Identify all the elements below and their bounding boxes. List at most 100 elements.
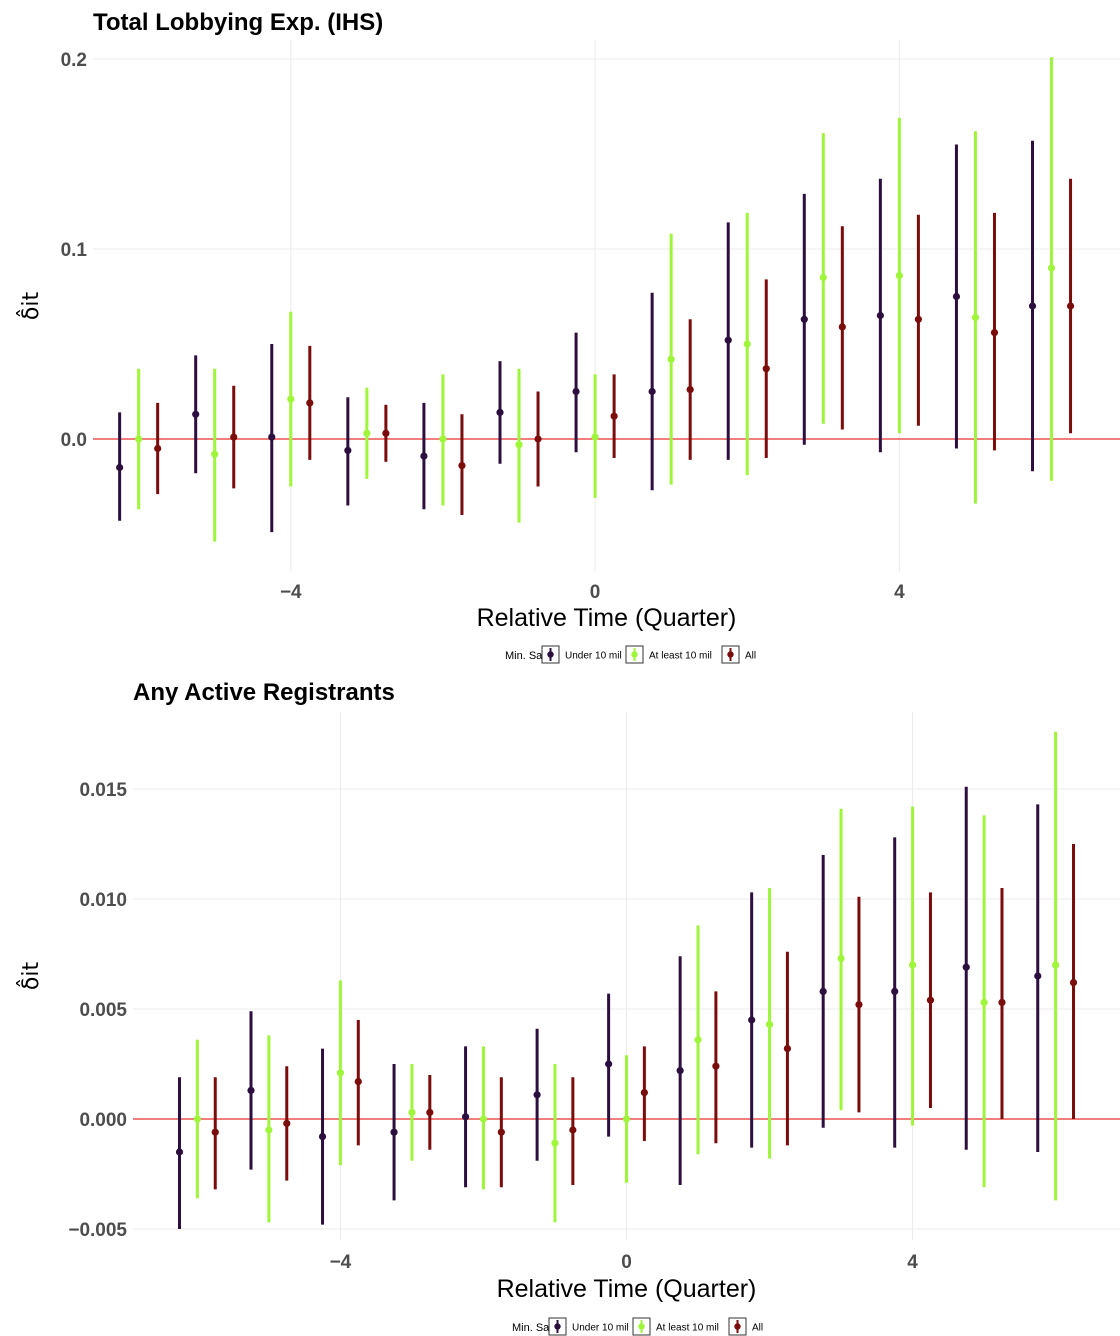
point-estimate — [439, 435, 447, 443]
legend-label: At least 10 mil — [656, 1323, 719, 1334]
x-tick-label: −4 — [330, 1252, 352, 1273]
point-estimate — [819, 273, 827, 282]
x-tick-label: 4 — [907, 1252, 918, 1273]
legend-key-all: All — [721, 645, 756, 664]
point-estimate — [230, 433, 238, 441]
point-estimate — [962, 963, 970, 971]
point-estimate — [1066, 302, 1075, 310]
point-estimate — [363, 429, 371, 437]
point-estimate — [193, 1115, 201, 1123]
point-estimate — [1052, 961, 1060, 969]
legend-key-under: Under 10 mil — [541, 645, 622, 664]
point-estimate — [952, 292, 961, 301]
point-estimate — [895, 272, 903, 280]
point-estimate — [800, 315, 808, 323]
point-estimate — [287, 395, 295, 403]
point-estimate — [497, 1128, 505, 1136]
point-estimate — [694, 1036, 702, 1044]
series-under — [175, 786, 1042, 1229]
point-estimate — [426, 1108, 434, 1116]
legend-label: Under 10 mil — [565, 651, 622, 662]
legend-key-point — [631, 651, 638, 658]
series-atleast — [193, 731, 1060, 1223]
point-estimate — [837, 954, 845, 963]
point-estimate — [354, 1078, 362, 1086]
point-estimate — [676, 1067, 684, 1075]
point-estimate — [515, 441, 523, 449]
legend-label: At least 10 mil — [649, 651, 712, 662]
point-estimate — [135, 435, 143, 443]
point-estimate — [569, 1126, 577, 1134]
point-estimate — [980, 998, 988, 1007]
point-estimate — [838, 323, 846, 331]
point-estimate — [605, 1060, 613, 1068]
legend-key-point — [638, 1323, 645, 1330]
point-estimate — [1069, 979, 1078, 987]
point-estimate — [762, 365, 770, 373]
point-estimate — [479, 1115, 488, 1123]
point-estimate — [686, 386, 694, 394]
point-estimate — [458, 462, 466, 470]
legend-label: All — [752, 1323, 763, 1334]
point-estimate — [908, 961, 917, 969]
legend-key-under: Under 10 mil — [548, 1317, 629, 1336]
series-all — [211, 844, 1078, 1190]
legend-label: Under 10 mil — [572, 1323, 629, 1334]
y-tick-label: 0.015 — [79, 780, 127, 801]
point-estimate — [211, 1128, 219, 1136]
point-estimate — [855, 1001, 863, 1009]
y-tick-label: −0.005 — [68, 1220, 127, 1241]
point-estimate — [336, 1069, 345, 1077]
legend-key-atleast: At least 10 mil — [632, 1317, 719, 1336]
point-estimate — [551, 1139, 559, 1147]
point-estimate — [496, 408, 504, 416]
legend-key-point — [727, 651, 734, 658]
legend-key-point — [734, 1323, 741, 1330]
point-estimate — [116, 463, 124, 472]
x-tick-label: 0 — [621, 1252, 632, 1273]
x-tick-label: −4 — [280, 582, 302, 603]
legend-key-all: All — [728, 1317, 763, 1336]
point-estimate — [748, 1016, 756, 1024]
point-estimate — [622, 1115, 631, 1123]
point-estimate — [743, 340, 751, 348]
legend-key-point — [547, 651, 554, 658]
point-estimate — [783, 1045, 792, 1053]
legend-key-atleast: At least 10 mil — [625, 645, 712, 664]
series-under — [116, 140, 1037, 533]
point-estimate — [154, 444, 162, 453]
legend-key-point — [554, 1323, 561, 1330]
point-estimate — [247, 1086, 255, 1094]
point-estimate — [283, 1119, 291, 1127]
legend: Min. Sales Under 10 mil At least 10 mil All — [505, 645, 756, 664]
y-tick-label: 0.1 — [61, 240, 88, 261]
point-estimate — [724, 336, 732, 344]
y-tick-label: 0.000 — [79, 1110, 127, 1131]
y-tick-label: 0.005 — [79, 1000, 127, 1021]
point-estimate — [926, 996, 935, 1004]
point-estimate — [667, 355, 675, 363]
legend-label: All — [745, 651, 756, 662]
point-estimate — [211, 450, 219, 458]
point-estimate — [572, 387, 580, 396]
point-estimate — [1034, 972, 1042, 980]
point-estimate — [998, 998, 1006, 1007]
x-axis-label: Relative Time (Quarter) — [477, 604, 737, 632]
panel-title: Any Active Registrants — [133, 679, 395, 706]
point-estimate — [990, 329, 999, 337]
point-estimate — [408, 1108, 416, 1116]
x-tick-label: 4 — [894, 582, 905, 603]
point-estimate — [533, 1091, 541, 1099]
point-estimate — [382, 429, 390, 437]
point-estimate — [819, 987, 827, 996]
point-estimate — [192, 410, 200, 418]
point-estimate — [268, 433, 276, 441]
x-axis-label: Relative Time (Quarter) — [497, 1275, 757, 1303]
panel-1: Total Lobbying Exp. (IHS) 0.0 0.1 0.2 −4 0 4 Re… — [17, 9, 1120, 664]
point-estimate — [712, 1062, 720, 1070]
point-estimate — [765, 1020, 774, 1028]
panel-2: Any Active Registrants −0.005 0.000 0.005 0.… — [17, 679, 1120, 1336]
legend: Min. Sales Under 10 mil At least 10 mil All — [512, 1317, 763, 1336]
y-tick-label: 0.2 — [61, 50, 87, 71]
